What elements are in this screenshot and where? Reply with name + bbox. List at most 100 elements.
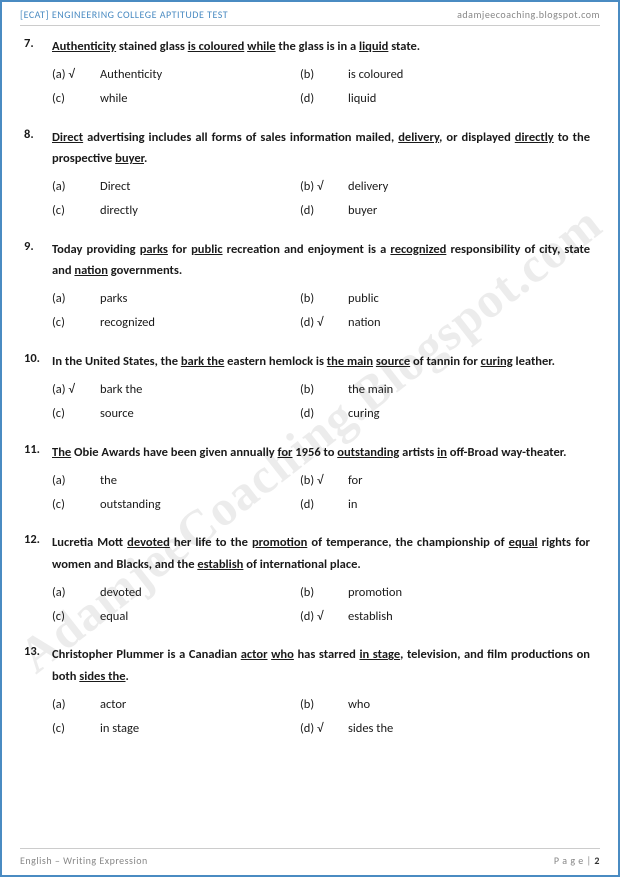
questions-content: 7.Authenticity stained glass is coloured… bbox=[2, 26, 618, 740]
option-letter: (a) bbox=[52, 693, 100, 717]
question-row: 10.In the United States, the bark the ea… bbox=[24, 351, 590, 372]
footer-divider bbox=[20, 848, 600, 849]
option-text: while bbox=[100, 87, 300, 111]
option-row: (c)directly(d)buyer bbox=[52, 199, 590, 223]
question-text: Today providing parks for public recreat… bbox=[52, 239, 590, 282]
option-text: in stage bbox=[100, 717, 300, 741]
option: (a)devoted bbox=[52, 581, 300, 605]
option-letter: (c) bbox=[52, 605, 100, 629]
option-letter: (a) bbox=[52, 469, 100, 493]
option-text: establish bbox=[348, 605, 548, 629]
question-number: 11. bbox=[24, 442, 52, 457]
option: (a) √bark the bbox=[52, 378, 300, 402]
option-text: the bbox=[100, 469, 300, 493]
option-text: delivery bbox=[348, 175, 548, 199]
question-row: 12.Lucretia Mott devoted her life to the… bbox=[24, 532, 590, 575]
option: (a)actor bbox=[52, 693, 300, 717]
option-letter: (b) bbox=[300, 63, 348, 87]
question: 10.In the United States, the bark the ea… bbox=[24, 351, 590, 426]
option: (b)promotion bbox=[300, 581, 548, 605]
option-letter: (d) bbox=[300, 199, 348, 223]
options: (a) √Authenticity(b)is coloured(c)while(… bbox=[52, 63, 590, 111]
option-letter: (a) √ bbox=[52, 63, 100, 87]
option: (d)liquid bbox=[300, 87, 548, 111]
option-text: devoted bbox=[100, 581, 300, 605]
question-text: Direct advertising includes all forms of… bbox=[52, 127, 590, 170]
option-letter: (b) bbox=[300, 581, 348, 605]
option-text: nation bbox=[348, 311, 548, 335]
option: (b)the main bbox=[300, 378, 548, 402]
option: (c)equal bbox=[52, 605, 300, 629]
option: (d) √establish bbox=[300, 605, 548, 629]
options: (a) √bark the(b)the main(c)source(d)curi… bbox=[52, 378, 590, 426]
option: (c)source bbox=[52, 402, 300, 426]
question: 7.Authenticity stained glass is coloured… bbox=[24, 36, 590, 111]
option-row: (a) √Authenticity(b)is coloured bbox=[52, 63, 590, 87]
question-row: 9.Today providing parks for public recre… bbox=[24, 239, 590, 282]
option-row: (a)parks(b)public bbox=[52, 287, 590, 311]
question-number: 12. bbox=[24, 532, 52, 547]
option-text: recognized bbox=[100, 311, 300, 335]
option-row: (a)the(b) √for bbox=[52, 469, 590, 493]
option-text: parks bbox=[100, 287, 300, 311]
option: (a)parks bbox=[52, 287, 300, 311]
footer-subject: English – Writing Expression bbox=[20, 854, 148, 867]
question: 13.Christopher Plummer is a Canadian act… bbox=[24, 644, 590, 740]
option-row: (c)outstanding(d)in bbox=[52, 493, 590, 517]
question-text: In the United States, the bark the easte… bbox=[52, 351, 590, 372]
option-text: actor bbox=[100, 693, 300, 717]
option: (c)outstanding bbox=[52, 493, 300, 517]
header-url: adamjeecoaching.blogspot.com bbox=[457, 8, 600, 21]
option: (b)who bbox=[300, 693, 548, 717]
option: (a)the bbox=[52, 469, 300, 493]
option-letter: (c) bbox=[52, 493, 100, 517]
option: (c)in stage bbox=[52, 717, 300, 741]
option: (d)buyer bbox=[300, 199, 548, 223]
option-letter: (b) √ bbox=[300, 175, 348, 199]
option-text: who bbox=[348, 693, 548, 717]
option-text: liquid bbox=[348, 87, 548, 111]
option: (c)directly bbox=[52, 199, 300, 223]
option-letter: (d) √ bbox=[300, 311, 348, 335]
option-row: (c)source(d)curing bbox=[52, 402, 590, 426]
option-letter: (a) bbox=[52, 175, 100, 199]
option: (b)is coloured bbox=[300, 63, 548, 87]
question-text: Christopher Plummer is a Canadian actor … bbox=[52, 644, 590, 687]
option-letter: (a) bbox=[52, 287, 100, 311]
question-number: 9. bbox=[24, 239, 52, 254]
option-text: public bbox=[348, 287, 548, 311]
option-text: curing bbox=[348, 402, 548, 426]
option-text: promotion bbox=[348, 581, 548, 605]
footer-page-num: 2 bbox=[594, 854, 600, 867]
option-letter: (d) bbox=[300, 87, 348, 111]
option-letter: (b) bbox=[300, 287, 348, 311]
question-row: 13.Christopher Plummer is a Canadian act… bbox=[24, 644, 590, 687]
question-text: Authenticity stained glass is coloured w… bbox=[52, 36, 590, 57]
option-row: (c)in stage(d) √sides the bbox=[52, 717, 590, 741]
page-container: [ECAT] ENGINEERING COLLEGE APTITUDE TEST… bbox=[0, 0, 620, 877]
question: 11.The Obie Awards have been given annua… bbox=[24, 442, 590, 517]
page-footer: English – Writing Expression P a g e | 2 bbox=[2, 850, 618, 875]
option: (a) √Authenticity bbox=[52, 63, 300, 87]
option: (c)recognized bbox=[52, 311, 300, 335]
option-letter: (b) bbox=[300, 693, 348, 717]
option-row: (a)devoted(b)promotion bbox=[52, 581, 590, 605]
option: (d) √sides the bbox=[300, 717, 548, 741]
question-number: 10. bbox=[24, 351, 52, 366]
question-number: 8. bbox=[24, 127, 52, 142]
options: (a)Direct(b) √delivery(c)directly(d)buye… bbox=[52, 175, 590, 223]
question-number: 13. bbox=[24, 644, 52, 659]
option-text: source bbox=[100, 402, 300, 426]
option-row: (c)recognized(d) √nation bbox=[52, 311, 590, 335]
option: (a)Direct bbox=[52, 175, 300, 199]
option-text: in bbox=[348, 493, 548, 517]
question-text: Lucretia Mott devoted her life to the pr… bbox=[52, 532, 590, 575]
option: (b) √delivery bbox=[300, 175, 548, 199]
option-row: (a) √bark the(b)the main bbox=[52, 378, 590, 402]
option-text: outstanding bbox=[100, 493, 300, 517]
option-text: equal bbox=[100, 605, 300, 629]
option-letter: (c) bbox=[52, 311, 100, 335]
option-letter: (c) bbox=[52, 199, 100, 223]
option-text: is coloured bbox=[348, 63, 548, 87]
option-row: (c)while(d)liquid bbox=[52, 87, 590, 111]
